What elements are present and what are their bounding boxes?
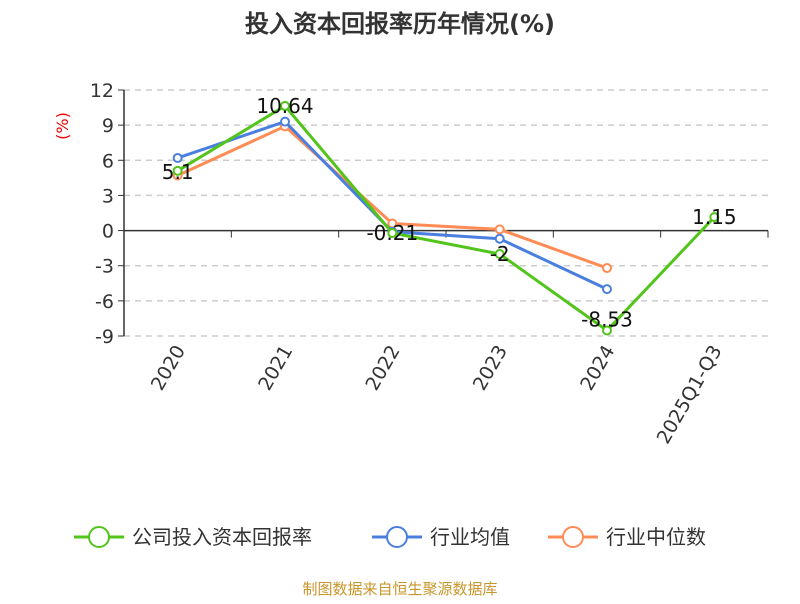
- chart-title: 投入资本回报率历年情况(%): [245, 10, 555, 38]
- y-tick-label: 9: [102, 115, 114, 137]
- y-tick-label: 12: [90, 80, 114, 102]
- y-tick-label: -6: [95, 291, 114, 313]
- y-tick-label: 6: [102, 150, 114, 172]
- x-tick-label: 2025Q1-Q3: [653, 342, 727, 448]
- data-label: -2: [490, 242, 510, 266]
- legend-item[interactable]: 公司投入资本回报率: [74, 525, 312, 549]
- data-point: [602, 263, 612, 274]
- data-point: [494, 224, 505, 235]
- data-point: [602, 325, 612, 336]
- data-labels: 5.1 10.64 -0.21 -2 -8.53 1.15: [162, 94, 737, 332]
- y-axis-label: (%): [53, 112, 72, 140]
- data-point: [602, 284, 612, 295]
- x-tick-label: 2023: [469, 342, 512, 395]
- data-point: [280, 116, 290, 127]
- data-point: [172, 152, 183, 163]
- y-tick-label: -3: [95, 256, 114, 278]
- x-tick-label: 2022: [361, 342, 404, 395]
- y-tick-label: -9: [95, 326, 114, 348]
- x-tick-label: 2020: [147, 342, 190, 395]
- legend-label: 公司投入资本回报率: [132, 525, 312, 549]
- data-label: 1.15: [692, 205, 737, 229]
- legend-item[interactable]: 行业中位数: [548, 525, 706, 549]
- source-footer: 制图数据来自恒生聚源数据库: [302, 580, 497, 598]
- grid: [124, 89, 768, 337]
- data-point: [494, 233, 505, 244]
- data-label: -0.21: [366, 221, 418, 245]
- legend-item[interactable]: 行业均值: [372, 525, 510, 549]
- data-label: 5.1: [162, 160, 194, 184]
- data-point: [709, 212, 720, 223]
- data-label: 10.64: [256, 94, 313, 118]
- legend-marker-icon: [88, 526, 110, 548]
- series-line: [177, 124, 608, 270]
- data-label: -8.53: [581, 307, 633, 331]
- series-line: [176, 103, 716, 333]
- series: [172, 100, 720, 336]
- data-point: [280, 100, 290, 111]
- y-tick-label: 0: [102, 221, 114, 243]
- legend-label: 行业中位数: [606, 525, 706, 549]
- legend-marker-icon: [562, 526, 584, 548]
- legend: 公司投入资本回报率 行业均值 行业中位数: [74, 525, 706, 549]
- axes: 12 9 6 3 0 -3 -6 -9 2020 2021 2022 2023 2024 2025Q1-Q…: [90, 80, 769, 448]
- y-tick-label: 3: [102, 185, 114, 207]
- legend-marker-icon: [386, 526, 408, 548]
- legend-label: 行业均值: [430, 525, 510, 549]
- data-point: [494, 249, 505, 259]
- data-point: [172, 165, 183, 176]
- x-tick-label: 2021: [254, 342, 297, 395]
- x-tick-label: 2024: [576, 342, 619, 395]
- data-point: [387, 228, 398, 239]
